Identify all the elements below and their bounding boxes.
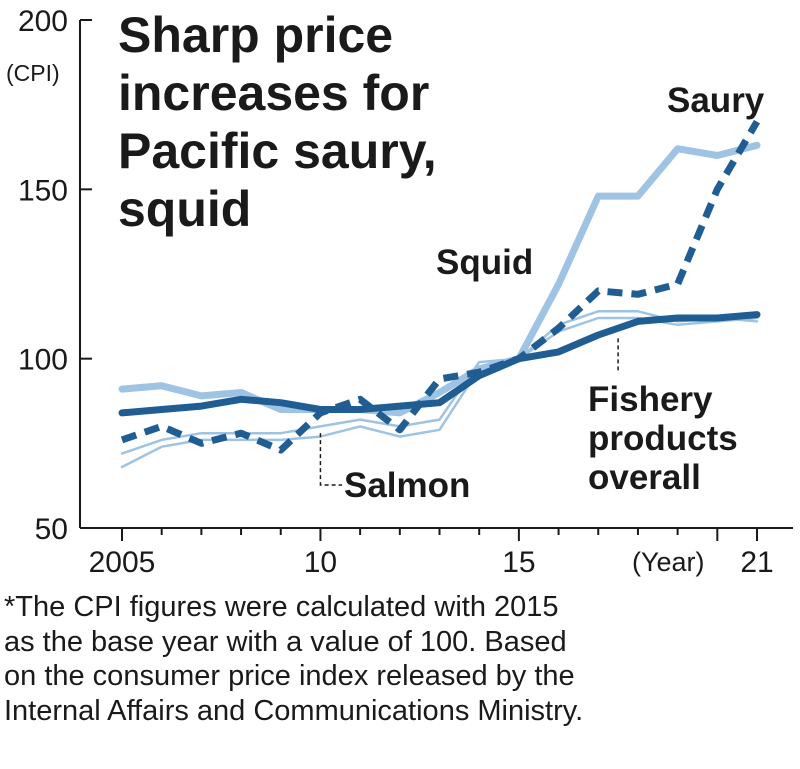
chart-title-line: Sharp price (118, 7, 394, 63)
fishery-label-line: Fishery (588, 380, 713, 419)
fishery-label-line: products (588, 419, 738, 458)
chart-title-line: increases for (118, 65, 430, 121)
y-tick-label-50: 50 (35, 513, 68, 546)
salmon-label: Salmon (344, 466, 470, 505)
x-axis-label: (Year) (632, 547, 705, 577)
series-line-4 (118, 311, 761, 417)
series-layer (118, 119, 761, 469)
chart-title: Sharp price increases for Pacific saury,… (118, 6, 548, 238)
fishery-label-line: overall (588, 458, 701, 497)
cpi-line-chart: 200 150 100 50 2005 10 15 21 (CPI) (Year) Saury Sq… (6, 5, 793, 579)
tick-labels: 200 150 100 50 2005 10 15 21 (CPI) (Year) (6, 5, 774, 579)
x-tick-label-2005: 2005 (89, 546, 156, 579)
chart-title-line: squid (118, 181, 252, 237)
y-tick-label-150: 150 (18, 174, 68, 207)
y-tick-label-100: 100 (18, 344, 68, 377)
chart-title-line: Pacific saury, (118, 123, 437, 179)
series-line-0 (118, 141, 761, 417)
axis-layer (79, 19, 793, 541)
x-tick-label-10: 10 (304, 546, 337, 579)
chart-footnote: *The CPI figures were calculated with 20… (4, 590, 796, 728)
x-tick-label-15: 15 (502, 546, 535, 579)
footnote-line: as the base year with a value of 100. Ba… (4, 625, 567, 658)
footnote-line: Internal Affairs and Communications Mini… (4, 694, 584, 727)
footnote-line: on the consumer price index released by … (4, 660, 575, 693)
salmon-leader-line (319, 433, 342, 486)
x-tick-label-21: 21 (740, 546, 773, 579)
saury-label: Saury (667, 81, 765, 120)
series-line-2 (120, 310, 759, 469)
y-axis-label: (CPI) (6, 60, 60, 86)
y-tick-label-200: 200 (18, 5, 68, 38)
footnote-line: *The CPI figures were calculated with 20… (4, 591, 559, 623)
squid-label: Squid (436, 243, 533, 282)
